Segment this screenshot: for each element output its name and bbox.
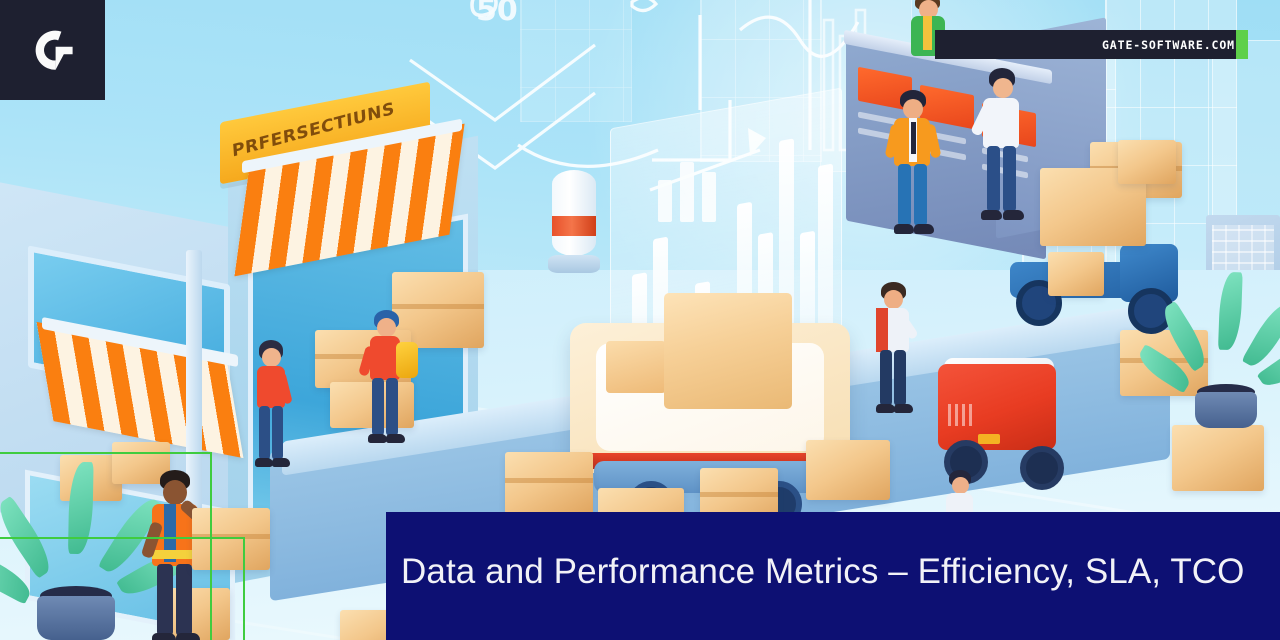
person-white-shirt [970, 68, 1029, 238]
person-courier-backpack [358, 310, 418, 462]
potted-plant [0, 461, 189, 640]
detection-box-outer [0, 452, 212, 640]
watermark-text: GATE-SOFTWARE.COM [1101, 37, 1235, 52]
person-customer-red-shirt [247, 340, 295, 480]
box-carried [192, 508, 270, 570]
page-title: Data and Performance Metrics – Efficienc… [401, 552, 1245, 592]
potted-plant [1133, 268, 1280, 428]
box [1118, 140, 1176, 184]
person-orange-jacket [884, 90, 942, 250]
person-worker-orange-vest [140, 470, 220, 640]
background-numeral: 50 [476, 0, 518, 28]
holo-cylinder [552, 170, 596, 256]
box [1172, 425, 1264, 491]
logo-badge[interactable] [0, 0, 105, 100]
watermark-bar: GATE-SOFTWARE.COM [935, 30, 1248, 59]
person-conveyor-worker [868, 282, 922, 430]
red-delivery-van [930, 358, 1080, 490]
box [1048, 252, 1104, 296]
title-banner: Data and Performance Metrics – Efficienc… [386, 512, 1280, 640]
gate-software-logo-icon [35, 30, 73, 70]
watermark-accent-bar [1236, 30, 1248, 59]
detection-box-inner [0, 537, 245, 640]
storefront: PRFERSECTIUNS [0, 60, 510, 640]
box [806, 440, 890, 500]
box [505, 452, 593, 514]
